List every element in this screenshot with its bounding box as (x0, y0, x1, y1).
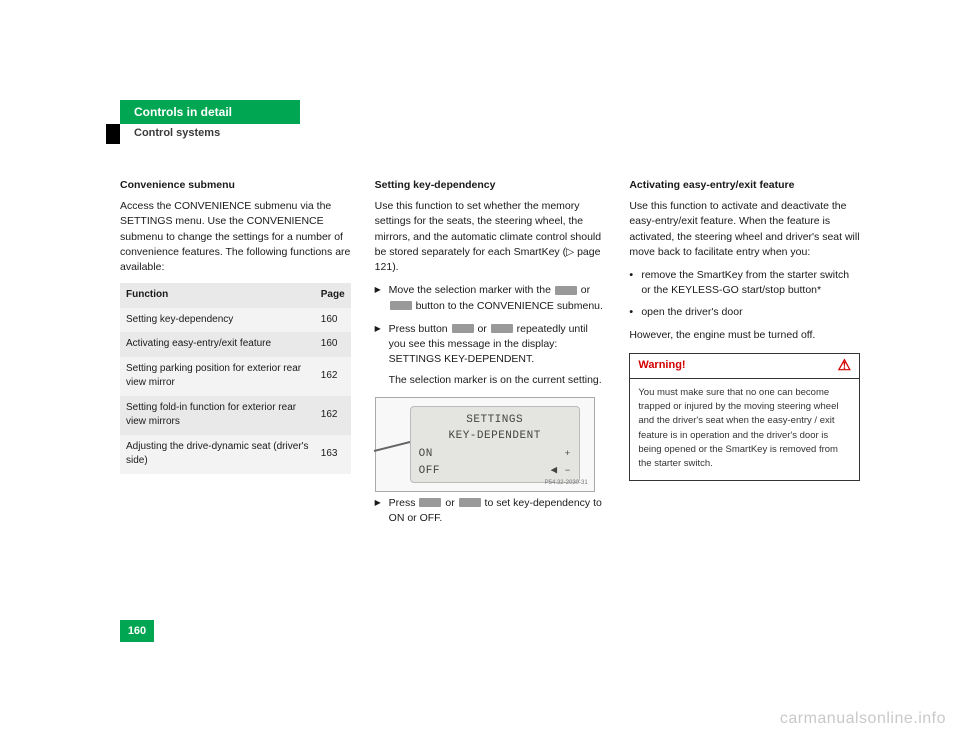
instrument-display: SETTINGS KEY-DEPENDENT ON + OFF ◀ − P54.… (375, 397, 595, 492)
col3-note: However, the engine must be turned off. (629, 328, 860, 343)
tab-notch (106, 124, 120, 144)
col2-steps: Move the selection marker with the or bu… (375, 283, 606, 388)
warning-box: Warning! ⚠ You must make sure that no on… (629, 353, 860, 481)
col2-steps-2: Press or to set key-dependency to ON or … (375, 496, 606, 526)
column-1: Convenience submenu Access the CONVENIEN… (120, 178, 351, 534)
section-tab: Controls in detail (120, 100, 300, 124)
display-inner: SETTINGS KEY-DEPENDENT ON + OFF ◀ − (410, 406, 580, 483)
table-row: Setting parking position for exterior re… (120, 357, 351, 396)
table-head-function: Function (120, 283, 315, 308)
warning-body: You must make sure that no one can becom… (630, 379, 859, 481)
warning-title: Warning! (638, 358, 685, 374)
functions-table: Function Page Setting key-dependency 160… (120, 283, 351, 474)
col2-intro: Use this function to set whether the mem… (375, 199, 606, 275)
button-icon (555, 286, 577, 295)
figure-id: P54.32-2030-31 (545, 479, 588, 488)
table-cell-pg: 163 (315, 435, 351, 474)
display-off: OFF (419, 464, 440, 480)
table-row: Setting fold-in function for exterior re… (120, 396, 351, 435)
section-tab-label: Controls in detail (134, 105, 232, 119)
table-cell-fn: Adjusting the drive-dynamic seat (driver… (120, 435, 315, 474)
t: Press (389, 497, 419, 509)
table-row: Adjusting the drive-dynamic seat (driver… (120, 435, 351, 474)
page-number-value: 160 (128, 625, 146, 637)
step-item: Press or to set key-dependency to ON or … (375, 496, 606, 526)
section-subhead: Control systems (134, 127, 220, 139)
step-item: Press button or repeatedly until you see… (375, 322, 606, 389)
col3-bullets: remove the SmartKey from the starter swi… (629, 268, 860, 320)
t: or (475, 323, 490, 335)
table-row: Activating easy-entry/exit feature 160 (120, 332, 351, 357)
step-item: Move the selection marker with the or bu… (375, 283, 606, 313)
table-cell-fn: Setting parking position for exterior re… (120, 357, 315, 396)
plus-icon: + (565, 450, 571, 459)
display-line2: KEY-DEPENDENT (419, 429, 571, 445)
step-note: The selection marker is on the current s… (389, 373, 606, 388)
bullet-item: open the driver's door (629, 305, 860, 320)
t: Press button (389, 323, 451, 335)
table-cell-fn: Activating easy-entry/exit feature (120, 332, 315, 357)
table-row: Setting key-dependency 160 (120, 308, 351, 333)
table-cell-pg: 162 (315, 396, 351, 435)
step-text: Press or to set key-dependency to ON or … (389, 497, 602, 524)
warning-triangle-icon: ⚠ (838, 358, 851, 373)
col3-intro: Use this function to activate and deacti… (629, 199, 860, 260)
button-icon (419, 498, 441, 507)
table-head-page: Page (315, 283, 351, 308)
display-line1: SETTINGS (419, 413, 571, 429)
button-icon (390, 301, 412, 310)
watermark: carmanualsonline.info (780, 710, 946, 728)
table-cell-pg: 162 (315, 357, 351, 396)
button-icon (491, 324, 513, 333)
col1-heading: Convenience submenu (120, 178, 351, 193)
table-cell-fn: Setting fold-in function for exterior re… (120, 396, 315, 435)
content-columns: Convenience submenu Access the CONVENIEN… (120, 178, 860, 534)
display-on: ON (419, 447, 433, 463)
page-number: 160 (120, 620, 154, 642)
col3-heading: Activating easy-entry/exit feature (629, 178, 860, 193)
step-text: Move the selection marker with the or bu… (389, 284, 603, 311)
col2-heading: Setting key-dependency (375, 178, 606, 193)
table-cell-pg: 160 (315, 308, 351, 333)
table-cell-pg: 160 (315, 332, 351, 357)
table-cell-fn: Setting key-dependency (120, 308, 315, 333)
button-icon (452, 324, 474, 333)
t: or (442, 497, 457, 509)
warning-header: Warning! ⚠ (630, 354, 859, 379)
col1-intro: Access the CONVENIENCE submenu via the S… (120, 199, 351, 275)
column-2: Setting key-dependency Use this function… (375, 178, 606, 534)
button-icon (459, 498, 481, 507)
minus-icon: − (565, 466, 571, 476)
display-row-on: ON + (419, 447, 571, 463)
column-3: Activating easy-entry/exit feature Use t… (629, 178, 860, 534)
step-text: Press button or repeatedly until you see… (389, 323, 588, 365)
bullet-item: remove the SmartKey from the starter swi… (629, 268, 860, 298)
